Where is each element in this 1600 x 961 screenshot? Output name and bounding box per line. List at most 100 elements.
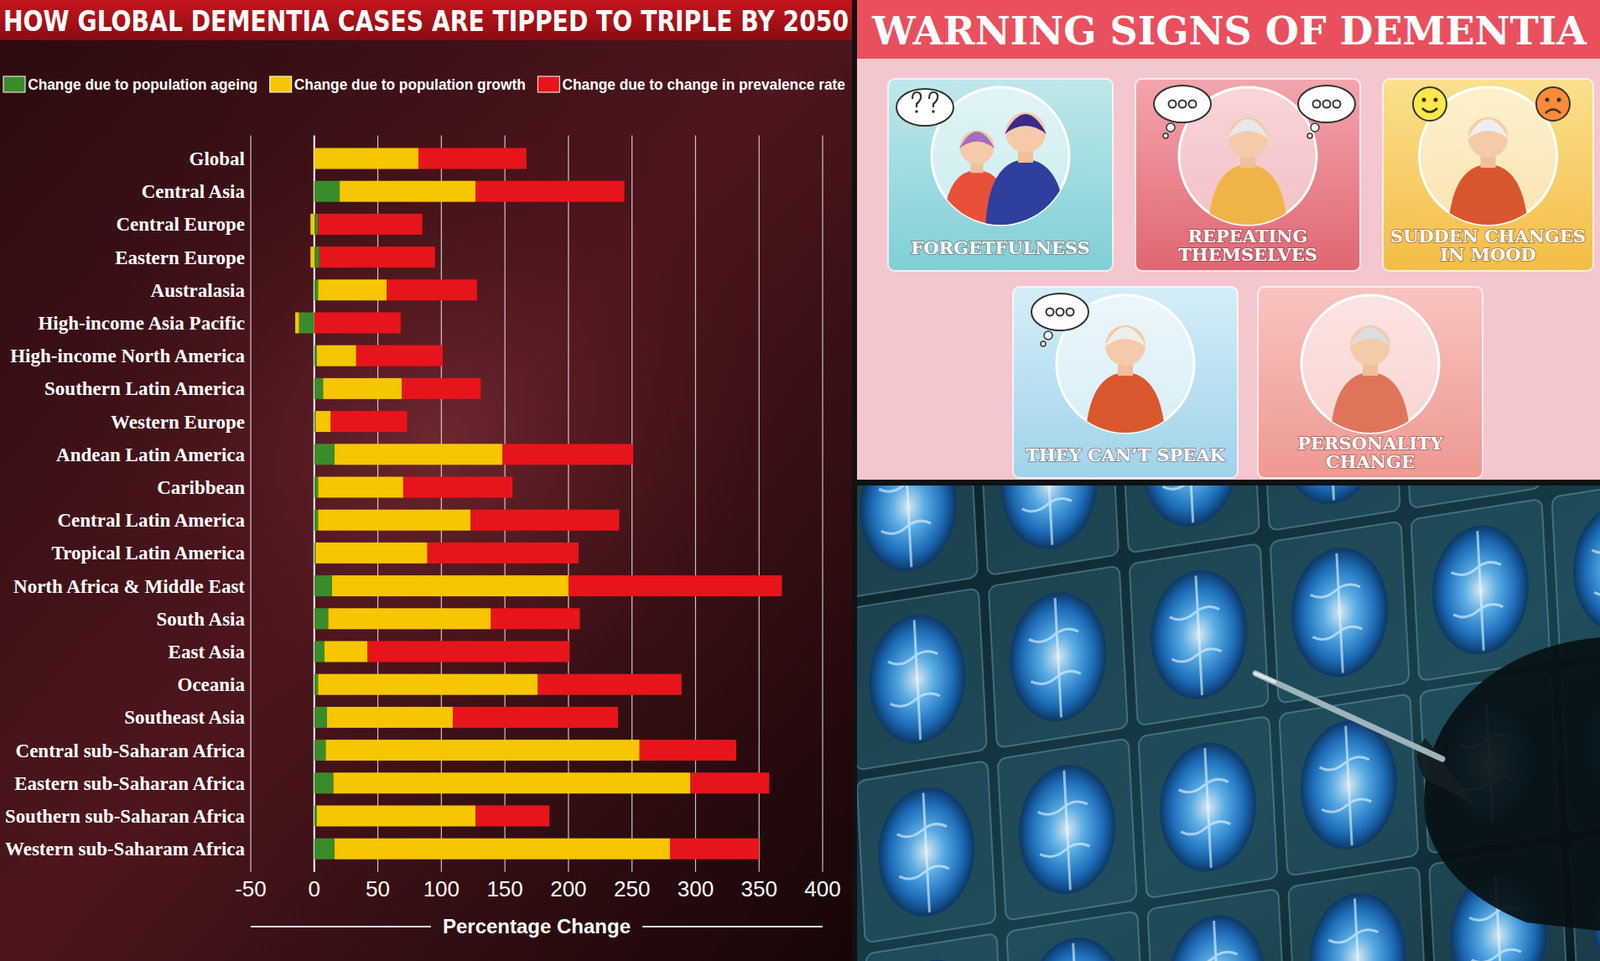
bubble-dot [1313,100,1321,109]
bar-segment [314,312,401,334]
bar-segment [386,279,478,301]
bar-segment [327,607,491,629]
bars [295,148,782,860]
bar-segment [330,410,407,432]
brain-scan [1428,518,1533,662]
brain-scan [1156,735,1260,879]
bar-segment [334,838,671,860]
scan-panel [1542,485,1600,487]
bar-segment [639,739,737,761]
scan-panel [865,933,1005,961]
category-label: Andean Latin America [56,444,245,466]
tick-label: 300 [677,876,714,902]
bubble-tail [1307,133,1313,139]
bar-segment [314,706,328,728]
category-label: Eastern Europe [114,247,245,269]
legend-label: Change due to population ageing [27,75,258,94]
card-label-line: IN MOOD [1439,244,1536,265]
scan-panel [1270,520,1410,704]
category-label: Central Asia [141,181,246,203]
brain-scan [1006,585,1110,729]
card-label-line: THEMSELVES [1178,244,1318,265]
bubble-dot [1066,308,1075,317]
mood-mouth [1422,108,1438,113]
bar-segment [339,181,476,203]
question-mark [912,92,921,108]
card-background [1135,78,1361,271]
bar-segment [314,739,327,761]
bar-segment [314,607,329,629]
brain-scan [1306,885,1410,961]
category-labels: Global Central Asia Central Europe Eastern … [5,148,245,860]
chart-panel: HOW GLOBAL DEMENTIA CASES ARE TIPPED TO … [0,0,852,961]
brain-folds [1176,744,1233,873]
bar-segment [332,575,569,597]
person-body [1085,372,1166,446]
bubble-tail [1166,123,1175,132]
bar-segment [324,641,369,663]
category-label: Central Europe [115,213,245,235]
tick-label: 100 [423,876,460,902]
scan-panel [1120,485,1260,554]
card-figure [942,112,1066,233]
brain-folds [1308,550,1365,678]
pen-tip [1255,673,1275,682]
card-background [1382,78,1594,271]
mood-face [1412,87,1447,121]
thought-bubble [1031,293,1089,331]
bar-segment [568,575,783,597]
brain-scan [1015,758,1119,902]
bar-segment [314,674,319,696]
category-label: South Asia [156,608,246,630]
brain-folds [1326,894,1383,961]
brain-scan [1138,485,1242,534]
grid-line [377,135,379,872]
thought-bubble [1153,85,1211,123]
canvas: HOW GLOBAL DEMENTIA CASES ARE TIPPED TO … [0,0,1600,961]
mood-eye [1422,98,1427,103]
legend-swatch [270,76,292,93]
bar-segment [314,477,319,499]
grid-line [758,135,760,872]
category-label: Tropical Latin America [51,542,246,564]
person-head [960,129,995,165]
x-axis: -50050100150200250300350400Percentage Ch… [234,876,841,938]
mood-face [1536,87,1570,121]
bar-segment [502,443,634,465]
card-label: PERSONALITYCHANGE [1297,432,1444,473]
scan-panel [857,587,988,771]
mood-eye [1433,98,1439,103]
bar-segment [334,443,503,465]
scan-panel [1288,866,1428,961]
brain-folds [1317,722,1374,851]
bar-segment [356,345,443,367]
brain-folds [1158,485,1216,527]
bubble-dot [1189,100,1197,109]
category-label: Central Latin America [57,509,245,531]
legend-swatch [3,76,26,93]
card-label-line: FORGETFULNESS [910,237,1090,259]
pen [1255,673,1443,759]
brain-scan [1147,562,1251,707]
tick-label: 250 [613,876,650,902]
bar-segment [314,181,340,203]
scan-panel [1278,693,1419,877]
brain-scan [997,485,1102,556]
brain-folds [1027,594,1084,723]
brain-scan [1288,540,1392,685]
bar-segment [310,213,315,235]
category-label: Western Europe [110,411,245,433]
bubble-tail [1163,133,1169,139]
category-label: Central sub-Saharan Africa [15,740,246,762]
card-label-line: CHANGE [1325,451,1415,473]
bar-segment [327,706,453,728]
background-glow [33,83,839,789]
grid-line [313,135,316,872]
scan-panel [1006,910,1146,961]
person-head [1005,112,1046,153]
warning-card: FORGETFULNESS [888,78,1113,271]
brain-photo [838,303,1600,961]
category-label: Global [189,148,245,170]
tick-label: 400 [804,876,841,902]
card-label: FORGETFULNESS [910,237,1090,259]
